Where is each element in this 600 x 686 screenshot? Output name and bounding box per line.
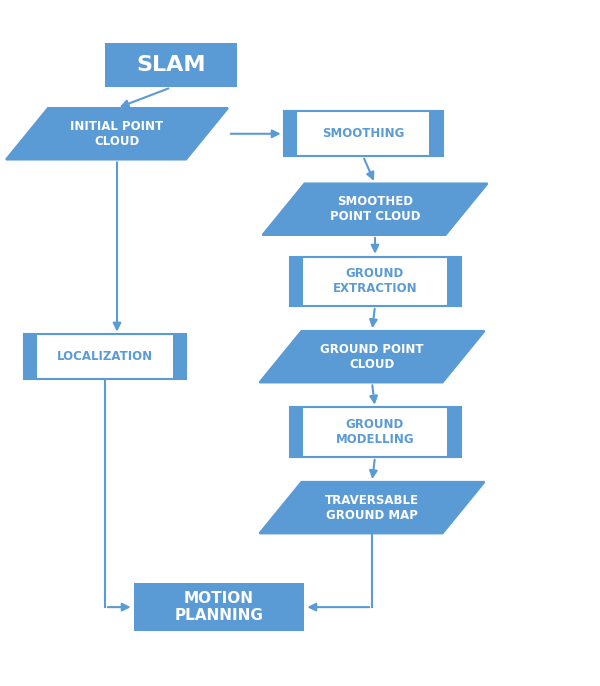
FancyBboxPatch shape bbox=[284, 111, 443, 156]
FancyBboxPatch shape bbox=[447, 407, 461, 457]
Text: LOCALIZATION: LOCALIZATION bbox=[57, 351, 153, 363]
Text: GROUND
EXTRACTION: GROUND EXTRACTION bbox=[332, 268, 418, 295]
Polygon shape bbox=[260, 331, 485, 383]
Polygon shape bbox=[263, 184, 487, 235]
FancyBboxPatch shape bbox=[290, 407, 303, 457]
FancyBboxPatch shape bbox=[173, 335, 186, 379]
Text: INITIAL POINT
CLOUD: INITIAL POINT CLOUD bbox=[70, 120, 164, 147]
Text: TRAVERSABLE
GROUND MAP: TRAVERSABLE GROUND MAP bbox=[325, 494, 419, 521]
Text: GROUND POINT
CLOUD: GROUND POINT CLOUD bbox=[320, 343, 424, 370]
FancyBboxPatch shape bbox=[290, 257, 461, 306]
FancyBboxPatch shape bbox=[284, 111, 296, 156]
FancyBboxPatch shape bbox=[290, 407, 461, 457]
FancyBboxPatch shape bbox=[290, 257, 303, 306]
Text: SLAM: SLAM bbox=[136, 55, 206, 75]
Polygon shape bbox=[260, 482, 485, 534]
Text: MOTION
PLANNING: MOTION PLANNING bbox=[175, 591, 263, 624]
FancyBboxPatch shape bbox=[105, 43, 237, 87]
FancyBboxPatch shape bbox=[24, 335, 37, 379]
Text: GROUND
MODELLING: GROUND MODELLING bbox=[335, 418, 415, 446]
Text: SMOOTHING: SMOOTHING bbox=[322, 128, 404, 140]
Text: SMOOTHED
POINT CLOUD: SMOOTHED POINT CLOUD bbox=[330, 196, 420, 223]
FancyBboxPatch shape bbox=[24, 335, 186, 379]
Polygon shape bbox=[6, 108, 228, 160]
FancyBboxPatch shape bbox=[447, 257, 461, 306]
FancyBboxPatch shape bbox=[133, 583, 304, 631]
FancyBboxPatch shape bbox=[430, 111, 443, 156]
